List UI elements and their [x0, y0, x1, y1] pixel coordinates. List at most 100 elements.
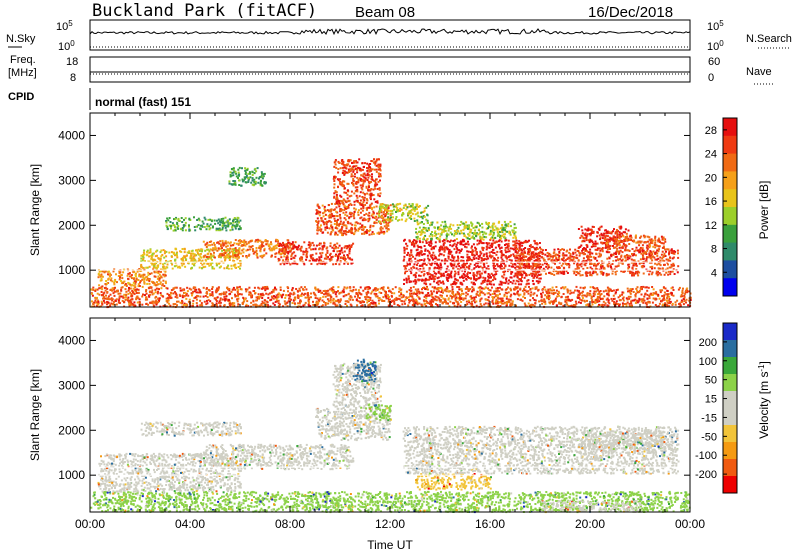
echo-cell: [536, 295, 538, 297]
echo-cell: [444, 298, 446, 300]
echo-cell: [604, 304, 606, 306]
echo-cell: [331, 213, 333, 215]
echo-cell: [410, 290, 412, 292]
echo-cell: [219, 240, 221, 242]
echo-cell: [348, 183, 350, 185]
echo-cell: [512, 248, 514, 250]
echo-cell: [160, 271, 162, 273]
echo-cell: [671, 292, 673, 294]
echo-cell: [471, 301, 473, 303]
echo-cell: [152, 301, 154, 303]
echo-cell: [308, 300, 310, 302]
echo-cell: [101, 288, 103, 290]
echo-cell: [114, 295, 116, 297]
echo-cell: [118, 293, 120, 295]
echo-cell: [174, 259, 176, 261]
echo-cell: [511, 259, 513, 261]
echo-cell: [207, 253, 209, 255]
echo-cell: [343, 209, 345, 211]
echo-cell: [506, 296, 508, 298]
echo-cell: [371, 176, 373, 178]
echo-cell: [576, 286, 578, 288]
echo-cell: [199, 253, 201, 255]
nsky-trace: [90, 29, 690, 34]
echo-cell: [234, 294, 236, 296]
echo-cell: [490, 276, 492, 278]
echo-cell: [413, 243, 415, 245]
echo-cell: [244, 298, 246, 300]
echo-cell: [685, 290, 687, 292]
echo-cell: [516, 240, 518, 242]
echo-cell: [473, 267, 475, 269]
echo-cell: [334, 234, 336, 236]
echo-cell: [611, 298, 613, 300]
echo-cell: [304, 286, 306, 288]
echo-cell: [232, 289, 234, 291]
echo-cell: [498, 290, 500, 292]
echo-cell: [503, 277, 505, 279]
echo-cell: [519, 294, 521, 296]
echo-cell: [109, 305, 111, 307]
echo-cell: [467, 272, 469, 274]
echo-cell: [440, 287, 442, 289]
echo-cell: [410, 281, 412, 283]
echo-cell: [155, 299, 157, 301]
echo-cell: [290, 255, 292, 257]
echo-cell: [390, 204, 392, 206]
echo-cell: [683, 303, 685, 305]
echo-cell: [139, 285, 141, 287]
echo-cell: [413, 239, 415, 241]
echo-cell: [351, 263, 353, 265]
echo-cell: [107, 301, 109, 303]
echo-cell: [451, 265, 453, 267]
echo-cell: [230, 245, 232, 247]
echo-cell: [376, 219, 378, 221]
echo-cell: [142, 294, 144, 296]
echo-cell: [223, 267, 225, 269]
echo-cell: [138, 274, 140, 276]
echo-cell: [207, 249, 209, 251]
echo-cell: [229, 293, 231, 295]
echo-cell: [387, 297, 389, 299]
echo-cell: [339, 162, 341, 164]
echo-cell: [317, 217, 319, 219]
echo-cell: [318, 299, 320, 301]
echo-cell: [348, 159, 350, 161]
echo-cell: [466, 266, 468, 268]
echo-cell: [204, 250, 206, 252]
echo-cell: [199, 250, 201, 252]
echo-cell: [105, 295, 107, 297]
echo-cell: [488, 273, 490, 275]
echo-cell: [129, 300, 131, 302]
echo-cell: [324, 229, 326, 231]
echo-cell: [305, 248, 307, 250]
echo-cell: [136, 292, 138, 294]
echo-cell: [460, 301, 462, 303]
echo-cell: [235, 239, 237, 241]
echo-cell: [457, 280, 459, 282]
echo-cell: [499, 287, 501, 289]
echo-cell: [292, 241, 294, 243]
echo-cell: [246, 300, 248, 302]
echo-cell: [454, 281, 456, 283]
echo-cell: [337, 286, 339, 288]
echo-cell: [454, 278, 456, 280]
echo-cell: [326, 256, 328, 258]
echo-cell: [230, 304, 232, 306]
echo-cell: [493, 257, 495, 259]
echo-cell: [499, 265, 501, 267]
echo-cell: [353, 169, 355, 171]
echo-cell: [174, 287, 176, 289]
echo-cell: [332, 290, 334, 292]
echo-cell: [666, 297, 668, 299]
echo-cell: [330, 242, 332, 244]
echo-cell: [297, 302, 299, 304]
echo-cell: [519, 244, 521, 246]
echo-cell: [205, 303, 207, 305]
echo-cell: [471, 286, 473, 288]
echo-cell: [320, 292, 322, 294]
echo-cell: [639, 290, 641, 292]
echo-cell: [212, 293, 214, 295]
echo-cell: [93, 303, 95, 305]
echo-cell: [368, 186, 370, 188]
